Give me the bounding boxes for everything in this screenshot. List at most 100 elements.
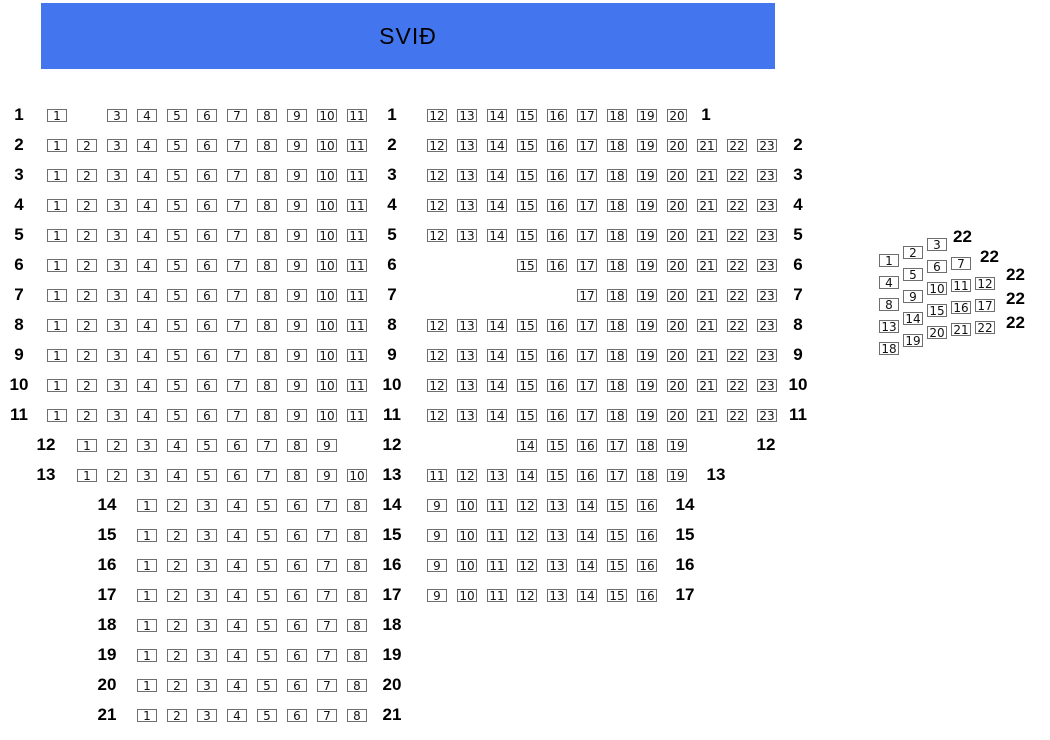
seat-row13-n4[interactable]: 4 [167, 469, 187, 482]
seat-row3-n21[interactable]: 21 [697, 169, 717, 182]
seat-row9-n3[interactable]: 3 [107, 349, 127, 362]
seat-row16-n3[interactable]: 3 [197, 559, 217, 572]
seat-row3-n10[interactable]: 10 [317, 169, 337, 182]
seat-row5-n6[interactable]: 6 [197, 229, 217, 242]
seat-row8-n21[interactable]: 21 [697, 319, 717, 332]
seat-row17-n2[interactable]: 2 [167, 589, 187, 602]
seat-row9-n9[interactable]: 9 [287, 349, 307, 362]
seat-row5-n20[interactable]: 20 [667, 229, 687, 242]
seat-row17-n12[interactable]: 12 [517, 589, 537, 602]
seat-row13-n2[interactable]: 2 [107, 469, 127, 482]
seat-row16-n7[interactable]: 7 [317, 559, 337, 572]
seat-row13-n18[interactable]: 18 [637, 469, 657, 482]
seat-row2-n19[interactable]: 19 [637, 139, 657, 152]
seat-row4-n4[interactable]: 4 [137, 199, 157, 212]
seat-row17-n3[interactable]: 3 [197, 589, 217, 602]
seat-row4-n18[interactable]: 18 [607, 199, 627, 212]
seat-row14-n1[interactable]: 1 [137, 499, 157, 512]
seat-row10-n19[interactable]: 19 [637, 379, 657, 392]
seat-row1-n19[interactable]: 19 [637, 109, 657, 122]
seat-row17-n16[interactable]: 16 [637, 589, 657, 602]
seat-row6-n17[interactable]: 17 [577, 259, 597, 272]
seat-row11-n14[interactable]: 14 [487, 409, 507, 422]
seat-row5-n13[interactable]: 13 [457, 229, 477, 242]
seat-row3-n2[interactable]: 2 [77, 169, 97, 182]
seat-row2-n5[interactable]: 5 [167, 139, 187, 152]
seat-row6-n2[interactable]: 2 [77, 259, 97, 272]
seat-row8-n20[interactable]: 20 [667, 319, 687, 332]
seat-row1-n12[interactable]: 12 [427, 109, 447, 122]
seat-row21-n5[interactable]: 5 [257, 709, 277, 722]
seat-row21-n1[interactable]: 1 [137, 709, 157, 722]
seat-row6-n11[interactable]: 11 [347, 259, 367, 272]
seat-row12-n5[interactable]: 5 [197, 439, 217, 452]
seat-row11-n3[interactable]: 3 [107, 409, 127, 422]
seat-row17-n8[interactable]: 8 [347, 589, 367, 602]
seat-row8-n7[interactable]: 7 [227, 319, 247, 332]
seat-row4-n2[interactable]: 2 [77, 199, 97, 212]
seat-row10-n16[interactable]: 16 [547, 379, 567, 392]
seat-row7-n2[interactable]: 2 [77, 289, 97, 302]
seat-row15-n8[interactable]: 8 [347, 529, 367, 542]
seat-row15-n10[interactable]: 10 [457, 529, 477, 542]
seat-row14-n8[interactable]: 8 [347, 499, 367, 512]
seat-row4-n19[interactable]: 19 [637, 199, 657, 212]
seat-row2-n22[interactable]: 22 [727, 139, 747, 152]
seat-row11-n8[interactable]: 8 [257, 409, 277, 422]
seat-row1-n13[interactable]: 13 [457, 109, 477, 122]
seat-row15-n1[interactable]: 1 [137, 529, 157, 542]
seat-row10-n5[interactable]: 5 [167, 379, 187, 392]
seat-row1-n5[interactable]: 5 [167, 109, 187, 122]
seat-row6-n15[interactable]: 15 [517, 259, 537, 272]
seat-row10-n22[interactable]: 22 [727, 379, 747, 392]
seat-row11-n5[interactable]: 5 [167, 409, 187, 422]
seat-row22-n18[interactable]: 18 [879, 342, 899, 355]
seat-row7-n17[interactable]: 17 [577, 289, 597, 302]
seat-row2-n3[interactable]: 3 [107, 139, 127, 152]
seat-row9-n12[interactable]: 12 [427, 349, 447, 362]
seat-row11-n13[interactable]: 13 [457, 409, 477, 422]
seat-row6-n7[interactable]: 7 [227, 259, 247, 272]
seat-row20-n8[interactable]: 8 [347, 679, 367, 692]
seat-row17-n14[interactable]: 14 [577, 589, 597, 602]
seat-row12-n6[interactable]: 6 [227, 439, 247, 452]
seat-row13-n10[interactable]: 10 [347, 469, 367, 482]
seat-row15-n12[interactable]: 12 [517, 529, 537, 542]
seat-row17-n6[interactable]: 6 [287, 589, 307, 602]
seat-row17-n9[interactable]: 9 [427, 589, 447, 602]
seat-row22-n8[interactable]: 8 [879, 298, 899, 311]
seat-row9-n22[interactable]: 22 [727, 349, 747, 362]
seat-row14-n14[interactable]: 14 [577, 499, 597, 512]
seat-row3-n14[interactable]: 14 [487, 169, 507, 182]
seat-row22-n15[interactable]: 15 [927, 304, 947, 317]
seat-row16-n15[interactable]: 15 [607, 559, 627, 572]
seat-row15-n11[interactable]: 11 [487, 529, 507, 542]
seat-row3-n13[interactable]: 13 [457, 169, 477, 182]
seat-row16-n9[interactable]: 9 [427, 559, 447, 572]
seat-row6-n1[interactable]: 1 [47, 259, 67, 272]
seat-row5-n8[interactable]: 8 [257, 229, 277, 242]
seat-row5-n16[interactable]: 16 [547, 229, 567, 242]
seat-row14-n3[interactable]: 3 [197, 499, 217, 512]
seat-row3-n12[interactable]: 12 [427, 169, 447, 182]
seat-row16-n12[interactable]: 12 [517, 559, 537, 572]
seat-row4-n8[interactable]: 8 [257, 199, 277, 212]
seat-row18-n1[interactable]: 1 [137, 619, 157, 632]
seat-row10-n17[interactable]: 17 [577, 379, 597, 392]
seat-row19-n6[interactable]: 6 [287, 649, 307, 662]
seat-row10-n13[interactable]: 13 [457, 379, 477, 392]
seat-row10-n3[interactable]: 3 [107, 379, 127, 392]
seat-row7-n11[interactable]: 11 [347, 289, 367, 302]
seat-row22-n20[interactable]: 20 [927, 326, 947, 339]
seat-row10-n6[interactable]: 6 [197, 379, 217, 392]
seat-row15-n13[interactable]: 13 [547, 529, 567, 542]
seat-row12-n19[interactable]: 19 [667, 439, 687, 452]
seat-row13-n8[interactable]: 8 [287, 469, 307, 482]
seat-row17-n1[interactable]: 1 [137, 589, 157, 602]
seat-row7-n20[interactable]: 20 [667, 289, 687, 302]
seat-row11-n10[interactable]: 10 [317, 409, 337, 422]
seat-row3-n22[interactable]: 22 [727, 169, 747, 182]
seat-row2-n1[interactable]: 1 [47, 139, 67, 152]
seat-row11-n16[interactable]: 16 [547, 409, 567, 422]
seat-row13-n11[interactable]: 11 [427, 469, 447, 482]
